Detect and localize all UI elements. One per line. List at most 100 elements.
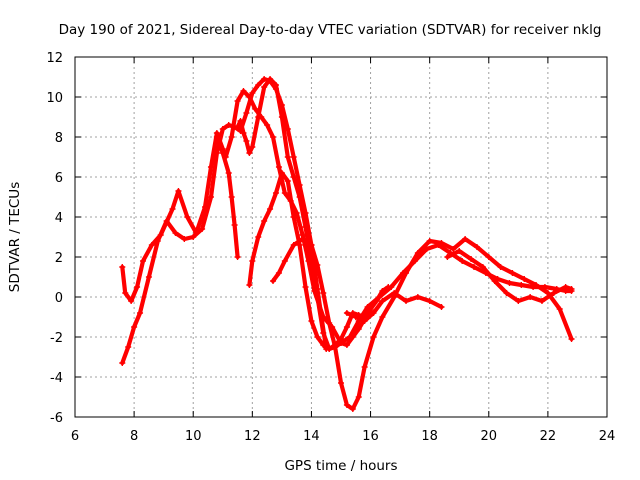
data-point	[491, 278, 498, 284]
data-point	[281, 258, 288, 264]
data-point	[270, 134, 277, 140]
data-point	[181, 236, 188, 242]
data-point	[550, 290, 557, 296]
x-tick-label: 6	[71, 429, 79, 444]
x-tick-label: 24	[599, 429, 616, 444]
data-point	[352, 314, 359, 320]
data-point	[320, 342, 327, 348]
series-trace-7	[343, 290, 445, 324]
series-trace-1	[119, 88, 575, 346]
data-point	[562, 284, 569, 290]
data-point	[225, 170, 232, 176]
series-line	[247, 170, 373, 352]
data-point	[128, 298, 135, 304]
y-tick-label: -4	[50, 371, 63, 386]
data-point	[509, 270, 516, 276]
data-point	[403, 298, 410, 304]
data-point	[503, 290, 510, 296]
series-trace-6	[270, 236, 575, 412]
data-point	[308, 242, 315, 248]
data-point	[338, 336, 344, 342]
data-point	[154, 238, 161, 244]
x-tick-label: 14	[303, 429, 320, 444]
data-point	[249, 258, 256, 264]
data-point	[438, 304, 445, 310]
data-point	[568, 336, 575, 342]
data-point	[518, 282, 525, 288]
data-point	[199, 226, 206, 232]
data-point	[243, 138, 250, 144]
data-point	[139, 258, 146, 264]
data-point	[119, 360, 126, 366]
x-tick-label: 16	[362, 429, 379, 444]
data-point	[240, 130, 247, 136]
y-tick-label: 12	[46, 51, 63, 66]
data-point	[456, 248, 463, 254]
data-point	[228, 194, 235, 200]
data-point	[275, 270, 282, 276]
data-point	[426, 298, 433, 304]
data-point	[134, 284, 141, 290]
data-point	[302, 224, 309, 230]
data-point	[450, 246, 457, 252]
data-point	[231, 222, 238, 228]
data-point	[349, 406, 356, 412]
y-tick-label: 0	[55, 291, 63, 306]
data-point	[284, 126, 291, 132]
data-point	[228, 134, 235, 140]
data-point	[471, 264, 477, 270]
data-point	[119, 264, 126, 270]
x-tick-label: 18	[421, 429, 438, 444]
x-tick-labels: 6 8 10 12 14 16 18 20 22 24	[71, 429, 615, 444]
data-point	[249, 144, 256, 150]
data-point	[290, 154, 297, 160]
data-point	[275, 164, 282, 170]
data-point	[506, 280, 513, 286]
data-point	[308, 258, 315, 264]
data-point	[361, 364, 368, 370]
data-point	[538, 298, 545, 304]
data-point	[332, 344, 339, 350]
data-point	[326, 346, 333, 352]
data-point	[485, 254, 492, 260]
data-point	[320, 330, 327, 336]
data-point	[246, 282, 253, 288]
data-point	[255, 82, 262, 88]
data-point	[379, 298, 386, 304]
data-point	[255, 114, 262, 120]
data-point	[175, 188, 182, 194]
data-point	[290, 214, 297, 220]
data-point	[278, 114, 285, 120]
data-point	[261, 218, 268, 224]
data-point	[426, 238, 433, 244]
data-point	[290, 242, 297, 248]
y-tick-label: 4	[55, 211, 63, 226]
data-point	[521, 276, 528, 282]
y-tick-labels: -6 -4 -2 0 2 4 6 8 10 12	[46, 51, 63, 426]
data-point	[131, 324, 138, 330]
y-tick-label: 8	[55, 131, 63, 146]
data-point	[385, 284, 392, 290]
data-point	[479, 264, 486, 270]
data-point	[261, 76, 268, 82]
data-point	[281, 190, 288, 196]
data-point	[148, 242, 155, 248]
data-point	[343, 342, 350, 348]
data-point	[391, 290, 398, 296]
plot-frame	[74, 56, 608, 418]
data-point	[172, 230, 179, 236]
data-point	[243, 110, 250, 116]
chart-title: Day 190 of 2021, Sidereal Day-to-day VTE…	[59, 22, 602, 38]
y-tick-label: 10	[46, 91, 63, 106]
data-point	[320, 290, 327, 296]
data-point	[343, 402, 350, 408]
data-point	[284, 154, 291, 160]
data-point	[278, 170, 285, 176]
data-point	[249, 90, 256, 96]
y-tick-label: 6	[55, 171, 63, 186]
data-point	[459, 258, 466, 264]
data-point	[272, 190, 279, 196]
series-line	[344, 290, 444, 324]
data-point	[219, 126, 226, 132]
data-point	[468, 256, 475, 262]
